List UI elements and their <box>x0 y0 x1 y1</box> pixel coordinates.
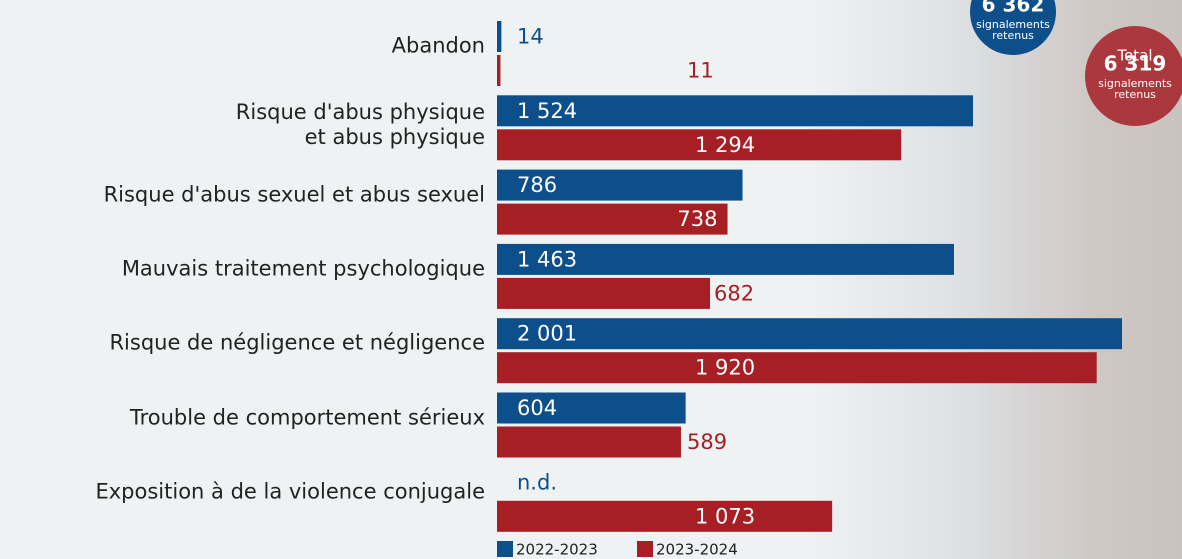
category-label: Risque d'abus physique et abus physique <box>236 100 485 150</box>
value-label: 1 524 <box>517 99 577 123</box>
legend-swatch <box>497 541 513 557</box>
total-value: 6 319 <box>1104 52 1167 76</box>
page: 14 11 1 524 1 294 786 738 1 463 682 2 001 1 920 60… <box>0 0 1182 559</box>
category-label: Trouble de comportement sérieux <box>130 405 485 430</box>
value-label: 1 073 <box>695 504 755 528</box>
category-label: Abandon <box>392 34 485 59</box>
bar <box>497 501 832 532</box>
value-label: 1 463 <box>517 247 577 271</box>
category-label: Exposition à de la violence conjugale <box>95 479 485 504</box>
bar <box>497 55 500 86</box>
value-label: 11 <box>687 59 714 83</box>
bar <box>497 427 681 458</box>
bar <box>497 278 710 309</box>
category-label: Risque de négligence et négligence <box>109 331 485 356</box>
category-label: Mauvais traitement psychologique <box>122 256 485 281</box>
value-label: 1 294 <box>695 133 755 157</box>
legend-swatch <box>637 541 653 557</box>
value-label: 786 <box>517 173 557 197</box>
legend-label: 2023-2024 <box>656 541 738 559</box>
value-label: 589 <box>687 430 727 454</box>
value-label: 1 920 <box>695 356 755 380</box>
legend-label: 2022-2023 <box>516 541 598 559</box>
bar <box>497 21 501 52</box>
bar <box>497 352 1097 383</box>
total-badge <box>1085 26 1182 126</box>
value-label: 682 <box>714 281 754 305</box>
value-label: 2 001 <box>517 322 577 346</box>
value-label: 604 <box>517 396 557 420</box>
value-label: 14 <box>517 25 544 49</box>
value-label: n.d. <box>517 470 557 494</box>
value-label: 738 <box>677 207 717 231</box>
total-value: 6 362 <box>982 0 1045 17</box>
bar <box>497 318 1122 349</box>
category-label: Risque d'abus sexuel et abus sexuel <box>104 182 485 207</box>
